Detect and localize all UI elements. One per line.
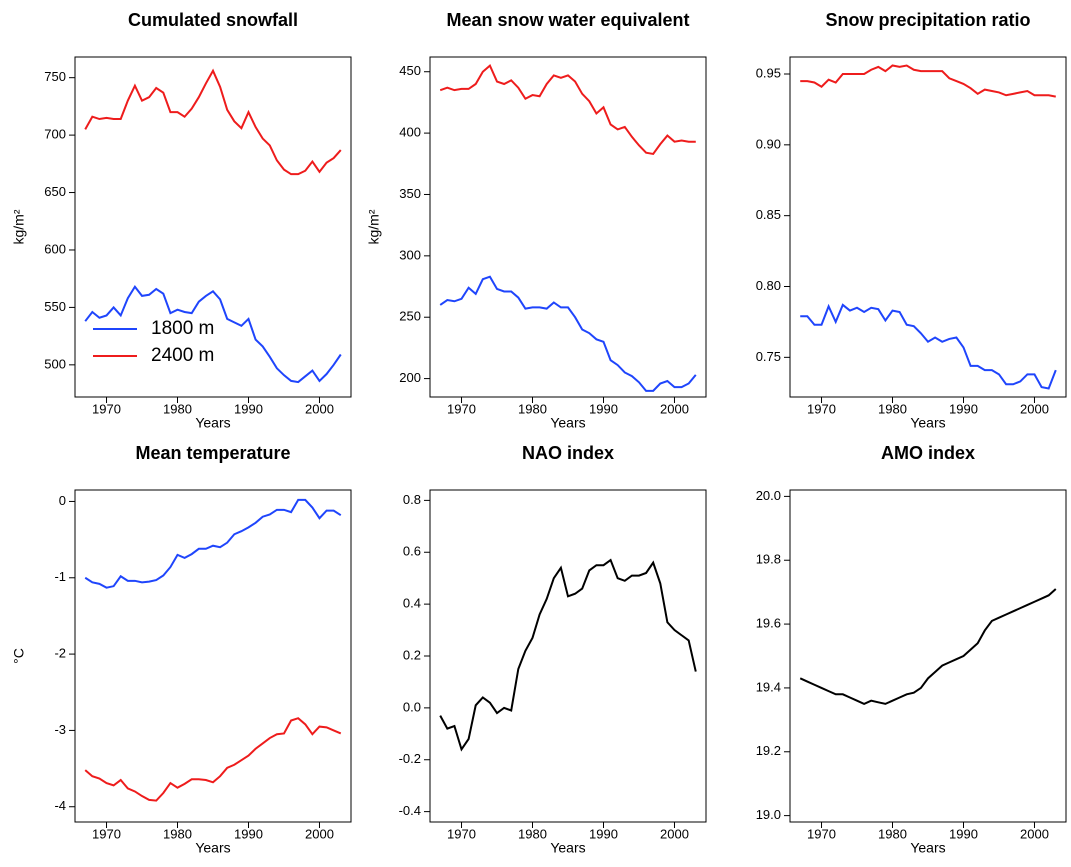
- y-tick-label: 450: [399, 63, 421, 78]
- y-axis-label: kg/m²: [366, 209, 382, 244]
- y-tick-label: 500: [44, 356, 66, 371]
- series-line: [439, 558, 697, 752]
- x-tick-label: 1970: [807, 826, 836, 841]
- panel-title: AMO index: [881, 443, 975, 463]
- y-tick-label: 600: [44, 241, 66, 256]
- y-tick-label: 750: [44, 69, 66, 84]
- y-tick-label: 0.8: [403, 492, 421, 507]
- panel-title: Snow precipitation ratio: [825, 10, 1030, 30]
- y-tick-label: -0.4: [399, 803, 421, 818]
- plot-frame: [789, 489, 1067, 823]
- x-tick-label: 1980: [878, 401, 907, 416]
- legend-label: 1800 m: [151, 318, 214, 339]
- panel-title: Cumulated snowfall: [128, 10, 298, 30]
- x-axis-label: Years: [550, 840, 585, 856]
- y-tick-label: 700: [44, 127, 66, 142]
- y-tick-label: 650: [44, 184, 66, 199]
- series-line: [84, 284, 342, 384]
- y-tick-label: 0: [59, 493, 66, 508]
- series-line: [800, 64, 1056, 98]
- series-line: [800, 303, 1057, 390]
- y-tick-label: 0.85: [756, 207, 781, 222]
- y-tick-label: 0.4: [403, 596, 421, 611]
- x-tick-label: 2000: [305, 401, 334, 416]
- series-line: [799, 588, 1057, 705]
- y-tick-label: -1: [54, 569, 66, 584]
- legend-label: 2400 m: [151, 345, 214, 366]
- y-tick-label: 0.80: [756, 278, 781, 293]
- x-tick-label: 1980: [163, 401, 192, 416]
- panel-title: NAO index: [522, 443, 614, 463]
- x-tick-label: 2000: [1020, 826, 1049, 841]
- y-tick-label: 550: [44, 299, 66, 314]
- plot-frame: [789, 56, 1067, 398]
- y-tick-label: 0.6: [403, 544, 421, 559]
- y-tick-label: -4: [54, 798, 66, 813]
- y-tick-label: -0.2: [399, 751, 421, 766]
- x-tick-label: 1990: [949, 826, 978, 841]
- y-tick-label: 0.90: [756, 136, 781, 151]
- x-tick-label: 1980: [518, 401, 547, 416]
- series-line: [439, 275, 697, 392]
- x-tick-label: 1990: [234, 401, 263, 416]
- x-tick-label: 1990: [234, 826, 263, 841]
- y-tick-label: 19.2: [756, 743, 781, 758]
- y-tick-label: 350: [399, 186, 421, 201]
- y-axis-label: kg/m²: [11, 209, 27, 244]
- x-tick-label: 1970: [447, 401, 476, 416]
- x-tick-label: 1990: [949, 401, 978, 416]
- plot-frame: [74, 56, 352, 398]
- y-tick-label: 300: [399, 247, 421, 262]
- x-tick-label: 1970: [447, 826, 476, 841]
- y-tick-label: 19.6: [756, 616, 781, 631]
- plot-frame: [429, 489, 707, 823]
- x-axis-label: Years: [910, 840, 945, 856]
- plot-frame: [429, 56, 707, 398]
- panel-title: Mean temperature: [135, 443, 290, 463]
- series-line: [84, 498, 342, 589]
- x-tick-label: 2000: [305, 826, 334, 841]
- y-tick-label: 0.95: [756, 65, 781, 80]
- y-tick-label: -2: [54, 646, 66, 661]
- x-axis-label: Years: [195, 415, 230, 431]
- x-tick-label: 1970: [92, 401, 121, 416]
- x-tick-label: 1990: [589, 826, 618, 841]
- series-line: [439, 63, 696, 156]
- y-tick-label: 19.0: [756, 807, 781, 822]
- y-tick-label: 20.0: [756, 488, 781, 503]
- series-line: [84, 68, 342, 176]
- y-tick-label: 0.75: [756, 349, 781, 364]
- y-tick-label: 250: [399, 309, 421, 324]
- y-tick-label: 0.0: [403, 699, 421, 714]
- y-axis-label: °C: [11, 648, 27, 664]
- y-tick-label: 200: [399, 370, 421, 385]
- y-tick-label: 19.4: [756, 679, 781, 694]
- y-tick-label: 19.8: [756, 552, 781, 567]
- panel-title: Mean snow water equivalent: [446, 10, 689, 30]
- plot-frame: [74, 489, 352, 823]
- x-tick-label: 1990: [589, 401, 618, 416]
- x-tick-label: 1980: [878, 826, 907, 841]
- x-tick-label: 1980: [518, 826, 547, 841]
- y-tick-label: 400: [399, 125, 421, 140]
- x-tick-label: 2000: [1020, 401, 1049, 416]
- x-axis-label: Years: [550, 415, 585, 431]
- y-tick-label: 0.2: [403, 647, 421, 662]
- y-tick-label: -3: [54, 722, 66, 737]
- x-tick-label: 2000: [660, 826, 689, 841]
- series-line: [84, 717, 342, 802]
- x-axis-label: Years: [910, 415, 945, 431]
- x-tick-label: 1980: [163, 826, 192, 841]
- x-tick-label: 1970: [92, 826, 121, 841]
- x-axis-label: Years: [195, 840, 230, 856]
- x-tick-label: 1970: [807, 401, 836, 416]
- x-tick-label: 2000: [660, 401, 689, 416]
